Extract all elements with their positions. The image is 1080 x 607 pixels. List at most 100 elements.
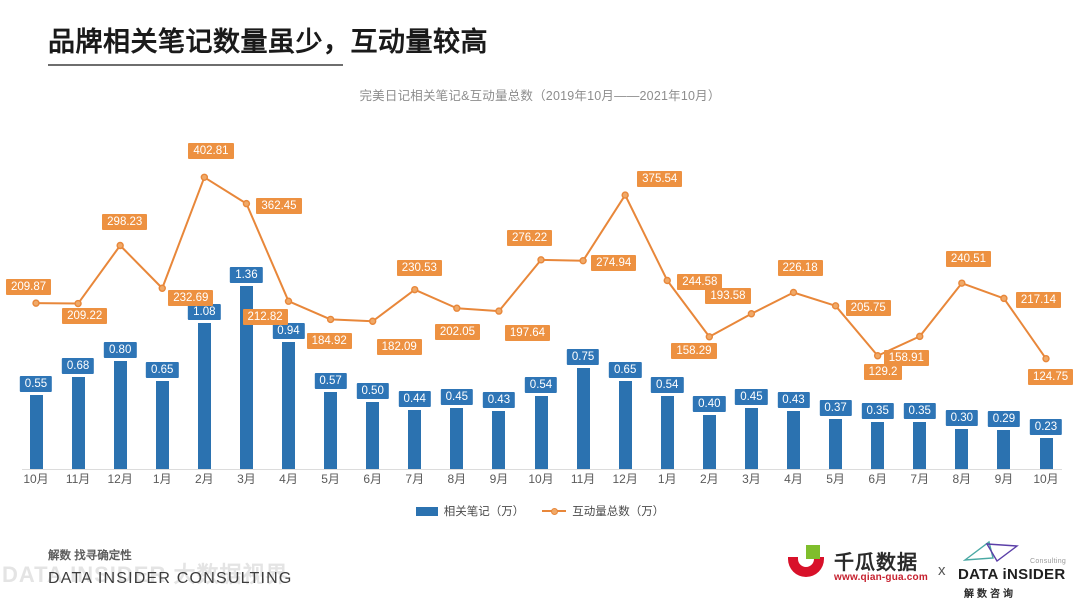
bar-3[interactable] xyxy=(155,381,169,469)
x-tick-label: 6月 xyxy=(363,472,382,486)
bar-value-label: 1.08 xyxy=(188,304,221,321)
x-tick-label: 4月 xyxy=(784,472,803,486)
line-value-label: 274.94 xyxy=(591,254,637,271)
bar-17[interactable] xyxy=(744,408,758,469)
line-marker-0[interactable] xyxy=(32,299,40,307)
x-tick-label: 3月 xyxy=(237,472,256,486)
line-marker-12[interactable] xyxy=(537,256,545,264)
line-marker-17[interactable] xyxy=(747,310,756,318)
bar-value-label: 0.43 xyxy=(777,392,810,409)
data-insider-logo: Consulting DATA iNSIDER 解数咨询 xyxy=(958,540,1078,600)
bar-5[interactable] xyxy=(239,285,253,469)
line-value-label: 124.75 xyxy=(1028,368,1074,385)
legend-item-interactions[interactable]: 互动量总数（万） xyxy=(542,503,664,519)
bar-24[interactable] xyxy=(1039,437,1053,469)
line-marker-24[interactable] xyxy=(1042,354,1050,363)
bar-21[interactable] xyxy=(913,421,927,469)
qiangua-url: www.qian-gua.com xyxy=(834,572,928,583)
x-tick-label: 1月 xyxy=(152,472,172,486)
bar-value-label: 0.45 xyxy=(440,389,474,406)
legend-item-notes[interactable]: 相关笔记（万） xyxy=(415,503,524,519)
x-tick-label: 11月 xyxy=(570,472,596,486)
x-tick-label: 7月 xyxy=(910,472,930,486)
watermark: DATA INSIDER 大数据视界 xyxy=(2,562,289,587)
line-value-label: 158.91 xyxy=(883,350,929,367)
bar-2[interactable] xyxy=(113,361,127,469)
x-tick-label: 4月 xyxy=(279,472,298,486)
x-tick-label: 8月 xyxy=(952,472,972,486)
bar-4[interactable] xyxy=(197,323,211,469)
line-marker-8[interactable] xyxy=(368,317,377,325)
data-insider-cn: 解数咨询 xyxy=(964,589,1016,600)
line-marker-7[interactable] xyxy=(326,315,335,324)
bar-11[interactable] xyxy=(492,411,506,469)
x-tick-label: 9月 xyxy=(489,472,509,486)
bar-19[interactable] xyxy=(829,419,843,469)
bar-value-label: 0.35 xyxy=(861,402,894,419)
line-marker-6[interactable] xyxy=(284,297,293,305)
bar-8[interactable] xyxy=(366,401,380,469)
line-marker-19[interactable] xyxy=(831,302,840,310)
line-value-label: 197.64 xyxy=(504,325,551,342)
bar-15[interactable] xyxy=(660,396,674,469)
line-marker-4[interactable] xyxy=(200,173,209,181)
x-tick-label: 3月 xyxy=(742,472,761,486)
bar-20[interactable] xyxy=(871,421,885,469)
bar-23[interactable] xyxy=(997,429,1011,469)
line-marker-1[interactable] xyxy=(74,299,82,308)
x-tick-label: 10月 xyxy=(23,472,49,486)
legend-label-interactions: 互动量总数（万） xyxy=(572,506,665,518)
x-tick-label: 6月 xyxy=(868,472,887,486)
bar-value-label: 0.50 xyxy=(356,382,389,399)
bar-1[interactable] xyxy=(71,377,85,469)
line-value-label: 205.75 xyxy=(845,299,891,316)
line-value-label: 244.58 xyxy=(677,274,723,291)
line-marker-15[interactable] xyxy=(663,276,671,285)
footer-brand: DATA INSIDER CONSULTING xyxy=(48,570,293,587)
bar-value-label: 0.54 xyxy=(524,377,558,394)
qiangua-name: 千瓜数据 xyxy=(834,552,918,574)
line-marker-23[interactable] xyxy=(1000,294,1008,303)
bar-0[interactable] xyxy=(29,394,43,469)
title-underline xyxy=(48,64,343,66)
line-value-label: 375.54 xyxy=(637,171,683,188)
bar-7[interactable] xyxy=(324,392,338,469)
qiangua-mark-icon xyxy=(788,545,824,577)
x-tick-label: 1月 xyxy=(657,472,677,486)
bar-value-label: 0.65 xyxy=(608,362,642,379)
bar-9[interactable] xyxy=(408,409,422,469)
bar-22[interactable] xyxy=(955,428,969,469)
line-value-label: 193.58 xyxy=(705,287,751,304)
line-marker-11[interactable] xyxy=(495,307,503,315)
legend-bar-swatch-icon xyxy=(415,506,438,516)
line-marker-3[interactable] xyxy=(158,284,166,292)
bar-13[interactable] xyxy=(576,367,590,469)
line-marker-16[interactable] xyxy=(705,333,714,341)
line-marker-18[interactable] xyxy=(789,288,798,297)
line-value-label: 276.22 xyxy=(507,229,553,246)
bar-16[interactable] xyxy=(702,415,716,469)
bar-14[interactable] xyxy=(618,381,632,469)
bar-value-label: 0.75 xyxy=(566,348,600,365)
line-marker-14[interactable] xyxy=(621,191,629,199)
chart-legend: 相关笔记（万） 互动量总数（万） xyxy=(0,503,1080,519)
interaction-line-series xyxy=(32,173,1050,363)
line-marker-9[interactable] xyxy=(411,285,419,294)
bar-12[interactable] xyxy=(534,396,548,469)
line-marker-10[interactable] xyxy=(453,304,461,312)
bar-value-label: 0.54 xyxy=(651,377,684,394)
line-marker-22[interactable] xyxy=(958,279,966,287)
x-axis-labels: 10月 11月 12月 1月 2月 3月 4月 5月 6月 7月 8月 9月 10月 11月 12月 1月 2月… xyxy=(0,470,1080,492)
data-insider-mark-icon xyxy=(963,540,1019,562)
line-marker-20[interactable] xyxy=(873,352,882,360)
line-marker-13[interactable] xyxy=(579,256,587,265)
bar-10[interactable] xyxy=(450,408,464,469)
line-value-label: 298.23 xyxy=(102,213,148,230)
line-value-label: 402.81 xyxy=(188,143,234,160)
bar-18[interactable] xyxy=(787,411,800,469)
line-marker-5[interactable] xyxy=(242,199,251,208)
line-marker-21[interactable] xyxy=(916,332,924,341)
line-marker-2[interactable] xyxy=(116,241,124,250)
data-insider-name: DATA iNSIDER xyxy=(958,566,1066,583)
bar-6[interactable] xyxy=(282,342,295,469)
